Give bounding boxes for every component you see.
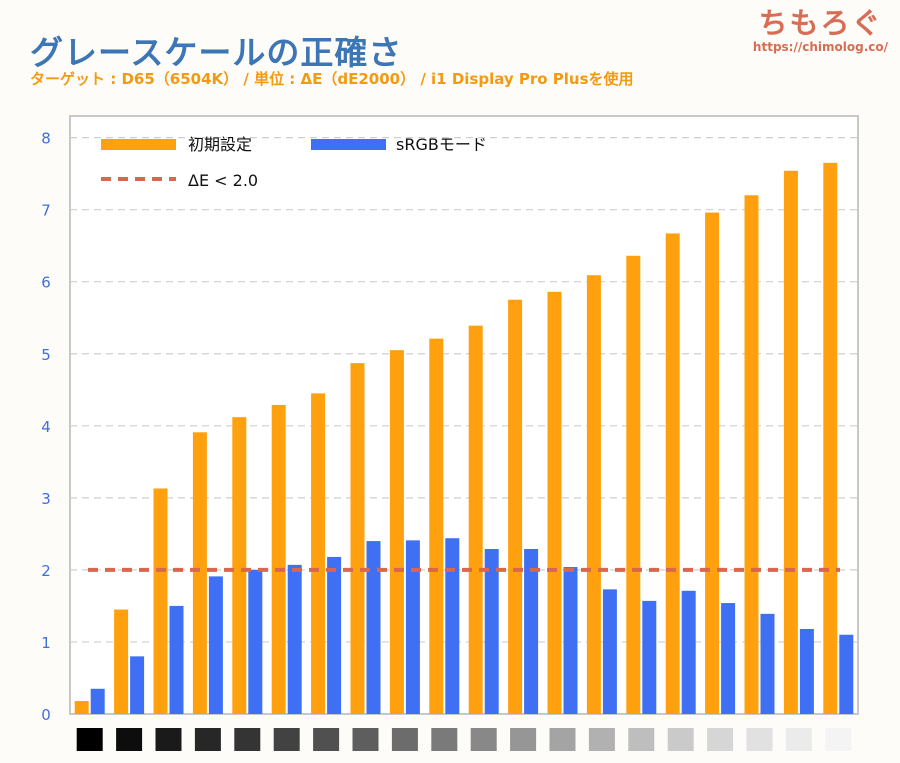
- bar-srgb: [130, 656, 145, 714]
- logo-mark: ちもろぐ: [758, 6, 883, 40]
- y-tick-label: 2: [41, 562, 51, 580]
- gray-swatch: [234, 728, 261, 751]
- bar-initial: [389, 350, 404, 714]
- gray-swatch: [116, 728, 143, 751]
- bar-srgb: [642, 600, 657, 714]
- bar-srgb: [287, 564, 302, 714]
- bar-srgb: [445, 538, 460, 714]
- bar-initial: [626, 255, 641, 714]
- gray-swatch: [194, 728, 221, 751]
- bar-srgb: [169, 605, 184, 714]
- bar-initial: [153, 488, 168, 714]
- gray-swatch: [391, 728, 418, 751]
- gray-swatches: [76, 728, 852, 751]
- gray-swatch: [588, 728, 615, 751]
- logo-url: https://chimolog.co/: [752, 40, 888, 54]
- y-tick-label: 8: [41, 130, 51, 148]
- bar-srgb: [524, 549, 539, 714]
- bar-srgb: [839, 634, 854, 714]
- bar-initial: [783, 170, 798, 715]
- bar-initial: [429, 338, 444, 714]
- bar-srgb: [563, 567, 578, 714]
- gray-swatch: [549, 728, 576, 751]
- gray-swatch: [667, 728, 694, 751]
- site-logo: ちもろぐ https://chimolog.co/: [753, 6, 888, 54]
- bar-srgb: [248, 569, 263, 714]
- gray-swatch: [510, 728, 537, 751]
- legend-label-srgb: sRGBモード: [396, 135, 487, 154]
- bar-srgb: [327, 556, 342, 714]
- y-tick-label: 0: [41, 706, 51, 724]
- gray-swatch: [470, 728, 497, 751]
- bar-initial: [74, 701, 89, 714]
- chart-subtitle: ターゲット : D65（6504K） / 単位 : ΔE（dE2000） / i…: [30, 70, 634, 88]
- y-tick-label: 6: [41, 274, 51, 292]
- bars: [74, 162, 854, 715]
- bar-srgb: [366, 541, 381, 714]
- bar-srgb: [208, 576, 223, 714]
- y-tick-label: 3: [41, 490, 51, 508]
- gray-swatch: [825, 728, 852, 751]
- gray-swatch: [707, 728, 734, 751]
- y-tick-label: 7: [41, 202, 51, 220]
- bar-initial: [665, 233, 680, 715]
- gray-swatch: [746, 728, 773, 751]
- bar-initial: [271, 404, 286, 714]
- y-tick-label: 1: [41, 634, 51, 652]
- bar-srgb: [602, 589, 617, 714]
- bar-srgb: [405, 540, 420, 714]
- bar-initial: [547, 291, 562, 714]
- bar-srgb: [681, 590, 696, 714]
- bar-srgb: [799, 628, 814, 714]
- bar-initial: [468, 325, 483, 714]
- y-tick-label: 5: [41, 346, 51, 364]
- bar-initial: [586, 275, 601, 714]
- gray-swatch: [785, 728, 812, 751]
- legend: 初期設定 sRGBモード ΔE < 2.0: [101, 135, 487, 190]
- gray-swatch: [76, 728, 103, 751]
- legend-label-reference: ΔE < 2.0: [188, 171, 258, 190]
- bar-srgb: [90, 688, 105, 714]
- gray-swatch: [155, 728, 182, 751]
- plot-area: [69, 115, 859, 715]
- bar-initial: [114, 609, 129, 714]
- y-axis-ticks: 0 1 2 3 4 5 6 7 8: [41, 130, 51, 724]
- bar-srgb: [760, 613, 775, 714]
- bar-initial: [192, 432, 207, 714]
- gray-swatch: [628, 728, 655, 751]
- gray-swatch: [313, 728, 340, 751]
- legend-swatch-srgb: [311, 139, 386, 150]
- bar-initial: [311, 393, 326, 714]
- bar-initial: [823, 162, 838, 715]
- bar-initial: [508, 299, 523, 714]
- y-tick-label: 4: [41, 418, 51, 436]
- bar-initial: [744, 195, 759, 715]
- bar-initial: [350, 363, 365, 714]
- bar-srgb: [721, 603, 736, 714]
- bar-srgb: [484, 549, 499, 714]
- legend-swatch-initial: [101, 139, 176, 150]
- bar-initial: [232, 417, 247, 714]
- chart-title: グレースケールの正確さ: [30, 33, 403, 72]
- legend-label-initial: 初期設定: [188, 135, 252, 154]
- gray-swatch: [431, 728, 458, 751]
- bar-initial: [705, 212, 720, 715]
- gray-swatch: [352, 728, 379, 751]
- gray-swatch: [273, 728, 300, 751]
